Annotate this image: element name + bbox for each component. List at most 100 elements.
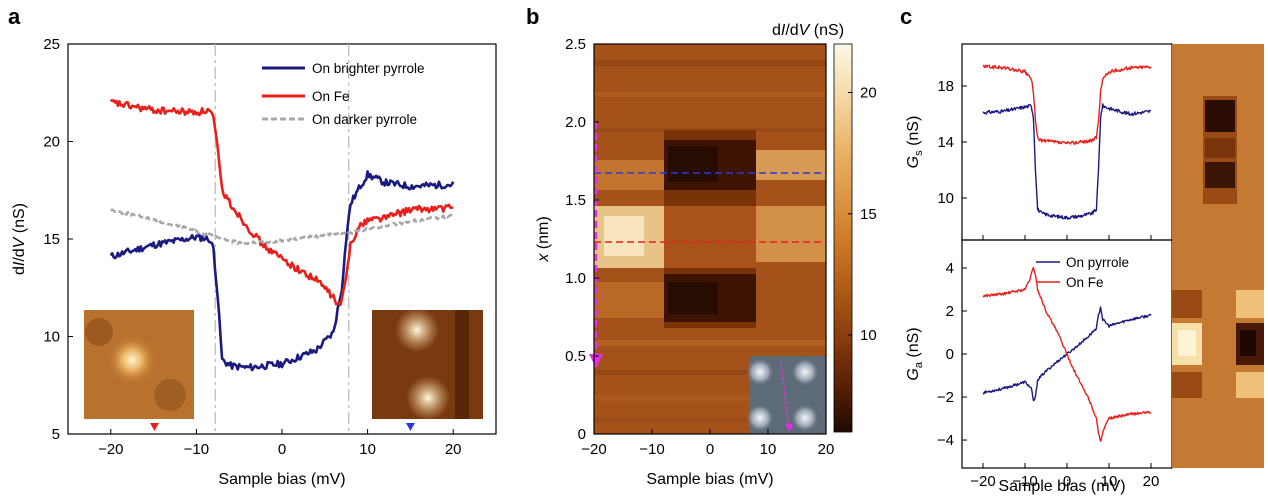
scan-arrow-head (589, 354, 603, 368)
inset-topo-atom (746, 358, 774, 386)
heatmap-bright-right (756, 206, 826, 262)
legend-label-pyrrole: On pyrrole (1066, 255, 1129, 270)
heatmap-gap-darkest-top (668, 146, 718, 182)
inset-right-dark-band (455, 310, 469, 419)
panel-c-top-ytick-label: 10 (937, 190, 954, 207)
gs-map-mid (1205, 138, 1235, 158)
panel-c-top-ylabel-sub: s (913, 150, 925, 156)
panel-b-ylabel-unit: (nm) (535, 216, 552, 253)
inset-right-arrow (406, 423, 415, 431)
inset-topo-atom (746, 404, 774, 432)
heatmap-brightest-left (604, 216, 644, 256)
panel-a-ytick-label: 5 (52, 426, 60, 443)
panel-a-ylabel: dI/dV (nS) (11, 203, 28, 275)
inset-topo-atom (791, 358, 819, 386)
panel-b-ticks: −20 −10 0 10 20 0 0.5 1.0 1.5 2.0 2.5 (565, 36, 834, 458)
colorbar (833, 43, 853, 433)
panel-c-xtick-label: 10 (1101, 473, 1118, 490)
panel-a-xtick-label: 20 (445, 441, 462, 458)
panel-c-bottom-ylabel-G: G (905, 368, 922, 380)
panel-c-bottom-ytick-label: −2 (937, 389, 954, 406)
series-dark-pyrrole (110, 208, 455, 246)
inset-left-bright-spot (106, 334, 158, 386)
ga-map-bright-lr (1236, 372, 1264, 398)
series-gs-fe (982, 64, 1152, 145)
inset-left-dark-spot (85, 318, 113, 346)
panel-b-ytick-label: 2.0 (565, 114, 586, 131)
panel-b-ytick-label: 0.5 (565, 348, 586, 365)
colorbar-tick-label: 10 (860, 327, 877, 344)
panel-b-xtick-label: 0 (706, 441, 714, 458)
legend-label-fe-c: On Fe (1066, 275, 1104, 290)
panel-a-xlabel: Sample bias (mV) (218, 471, 345, 488)
colorbar-label-d: d (772, 22, 781, 39)
panel-a-letter: a (8, 4, 21, 29)
panel-c-top-ylabel-unit: (nS) (905, 116, 922, 151)
legend-label-bright-pyrrole: On brighter pyrrole (312, 61, 425, 76)
ga-map-bright-ur (1236, 290, 1264, 318)
panel-a-xtick-label: −10 (184, 441, 209, 458)
panel-b-ylabel: x (nm) (535, 216, 552, 262)
inset-right-bright-lobe-top (395, 308, 439, 352)
heatmap-band (594, 60, 826, 66)
ga-map (1172, 240, 1264, 468)
panel-b-ytick-label: 1.5 (565, 192, 586, 209)
panel-a-ytick-label: 20 (43, 134, 60, 151)
series-fe (109, 98, 454, 306)
inset-right-bright-lobe-bottom (406, 376, 450, 420)
series-ga-fe (982, 266, 1152, 442)
heatmap-mid-left-2 (594, 282, 664, 318)
panel-c-top-ylabel-G: G (905, 156, 922, 168)
panel-c-legend: On pyrrole On Fe (1036, 255, 1129, 290)
legend-label-fe: On Fe (312, 89, 350, 104)
panel-a-ylabel-d: d (11, 266, 28, 275)
panel-a-legend: On brighter pyrrole On Fe On darker pyrr… (262, 61, 425, 127)
panel-c-xtick-label: −10 (1012, 473, 1037, 490)
gs-map (1172, 44, 1264, 240)
panel-b-ytick-label: 0 (578, 426, 586, 443)
legend-label-dark-pyrrole: On darker pyrrole (312, 112, 417, 127)
heatmap-band (594, 395, 826, 401)
panel-b-heatmap: −20 −10 0 10 20 0 0.5 1.0 1.5 2.0 2.5 (565, 36, 834, 458)
colorbar-label-unit: (nS) (809, 22, 844, 39)
colorbar-label-I: I (781, 22, 786, 39)
ga-map-dark-ll (1172, 372, 1202, 398)
panel-a-series (109, 44, 455, 434)
panel-c-series (982, 64, 1152, 442)
panel-a-ytick-label: 25 (43, 36, 60, 53)
gs-map-dark-bottom (1205, 162, 1235, 188)
heatmap-band (594, 370, 826, 375)
colorbar-label-V: V (799, 22, 811, 39)
panel-a-ticks: −20 −10 0 10 20 5 10 15 20 25 (43, 36, 461, 458)
heatmap-gap-mid (664, 206, 756, 268)
panel-b-ytick-label: 1.0 (565, 270, 586, 287)
panel-a-ytick-label: 10 (43, 329, 60, 346)
panel-a-ytick-label: 15 (43, 231, 60, 248)
panel-c-xtick-label: 20 (1143, 473, 1160, 490)
inset-topo-arrow (785, 424, 793, 432)
colorbar-tick-label: 20 (860, 85, 877, 102)
panel-a-ylabel-V: V (11, 236, 28, 248)
inset-topography (746, 356, 826, 434)
panel-c-top-ylabel: Gs (nS) (905, 116, 925, 169)
gs-map-dark-top (1205, 100, 1235, 132)
heatmap-band (594, 92, 826, 97)
panel-b-letter: b (526, 4, 539, 29)
heatmap-gap-darkest-bottom (668, 282, 718, 314)
panel-a-ylabel-unit: (nS) (11, 203, 28, 238)
panel-a-ylabel-I: I (11, 261, 28, 266)
panel-c-xtick-label: −20 (970, 473, 995, 490)
panel-b-xtick-label: 10 (760, 441, 777, 458)
panel-c-letter: c (900, 4, 912, 29)
panel-a-plot: −20 −10 0 10 20 5 10 15 20 25 On brighter pyrrole… (43, 36, 497, 458)
ga-map-darkest-right (1240, 330, 1256, 356)
inset-stm-pyrrole (372, 308, 483, 420)
colorbar-label-slash: /d (785, 22, 798, 39)
panel-a-xtick-label: 0 (278, 441, 286, 458)
panel-b-xtick-label: 20 (818, 441, 835, 458)
inset-topo-atom (791, 404, 819, 432)
panel-b-ytick-label: 2.5 (565, 36, 586, 53)
